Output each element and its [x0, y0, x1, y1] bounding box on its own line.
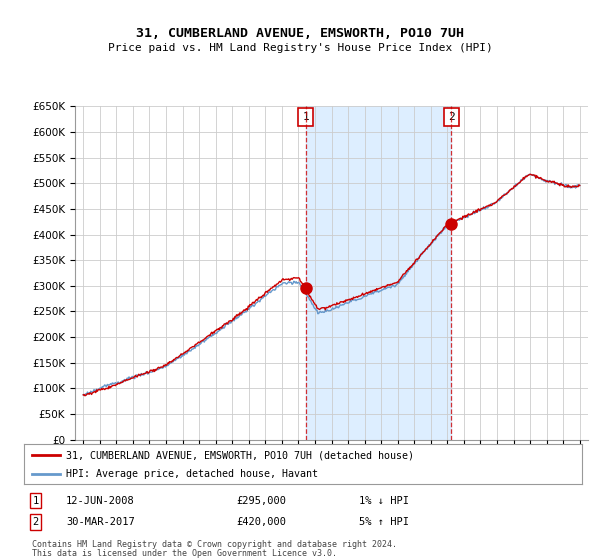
Text: £295,000: £295,000 — [236, 496, 286, 506]
Text: 2: 2 — [32, 517, 38, 527]
Text: 31, CUMBERLAND AVENUE, EMSWORTH, PO10 7UH (detached house): 31, CUMBERLAND AVENUE, EMSWORTH, PO10 7U… — [66, 450, 414, 460]
Text: 12-JUN-2008: 12-JUN-2008 — [66, 496, 134, 506]
Text: 5% ↑ HPI: 5% ↑ HPI — [359, 517, 409, 527]
Text: 30-MAR-2017: 30-MAR-2017 — [66, 517, 134, 527]
Text: This data is licensed under the Open Government Licence v3.0.: This data is licensed under the Open Gov… — [32, 549, 337, 558]
Text: HPI: Average price, detached house, Havant: HPI: Average price, detached house, Hava… — [66, 469, 318, 479]
Text: 1: 1 — [302, 111, 309, 122]
Text: Price paid vs. HM Land Registry's House Price Index (HPI): Price paid vs. HM Land Registry's House … — [107, 43, 493, 53]
Text: 1: 1 — [32, 496, 38, 506]
Text: 1% ↓ HPI: 1% ↓ HPI — [359, 496, 409, 506]
Text: 31, CUMBERLAND AVENUE, EMSWORTH, PO10 7UH: 31, CUMBERLAND AVENUE, EMSWORTH, PO10 7U… — [136, 27, 464, 40]
Text: Contains HM Land Registry data © Crown copyright and database right 2024.: Contains HM Land Registry data © Crown c… — [32, 540, 397, 549]
Text: 2: 2 — [448, 111, 455, 122]
Text: £420,000: £420,000 — [236, 517, 286, 527]
Bar — [305, 106, 451, 440]
